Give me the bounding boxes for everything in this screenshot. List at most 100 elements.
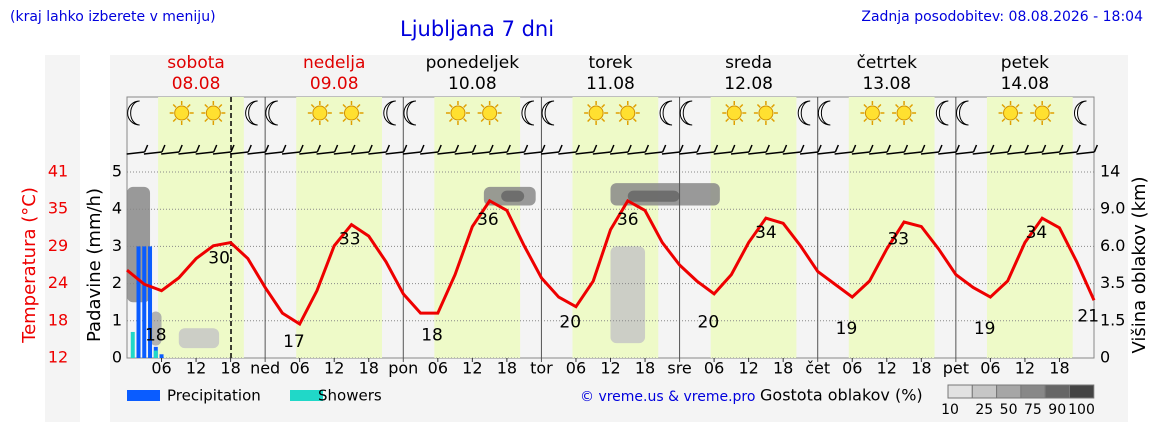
wind-barb [989,151,1009,155]
wind-barb [713,144,719,153]
sun-ray [494,103,499,108]
y2-axis-label: Višina oblakov (km) [1129,176,1150,353]
sun-ray [863,118,868,123]
day-date: 11.08 [586,74,635,94]
wind-barb [351,151,370,155]
wind-barb [920,144,926,153]
day-name: sobota [167,53,225,73]
wind-barb [679,144,684,153]
density-swatch [1020,384,1046,399]
wind-barb [489,151,508,155]
day-name: četrtek [857,53,918,73]
temp-label: 30 [208,249,230,269]
wind-barb [437,144,442,153]
x-tick-label: 18 [359,359,379,378]
legend-swatch [290,390,323,401]
sun-ray [480,103,485,108]
x-tick-label: 06 [428,359,448,378]
sun-ray [494,118,499,123]
sun-ray [186,103,191,108]
wind-barb [610,151,629,155]
wind-barb [817,151,836,155]
x-tick-label: 18 [220,359,240,378]
wind-barb [627,151,646,155]
sun-ray [204,103,209,108]
y-tick-label: 5 [112,162,122,181]
wind-barb [1093,144,1099,153]
daylight [296,97,382,358]
sun-ray [218,103,223,108]
wind-barb [1041,144,1047,153]
temp-label: 34 [755,223,777,243]
cloud [627,190,680,202]
temp-label: 19 [974,319,996,339]
x-tick-label: 18 [497,359,517,378]
temp-tick-label: 24 [48,273,68,292]
density-swatch [947,384,973,399]
wind-barb [731,144,736,153]
wind-barb [1076,151,1095,155]
x-tick-label: 12 [1015,359,1035,378]
wind-barb [230,151,249,155]
wind-barb [506,144,511,153]
wind-barb [213,144,218,153]
daylight [434,97,521,358]
wind-barb [1007,144,1012,153]
wind-barb [730,151,750,155]
wind-barb [972,144,978,153]
sun-ray [895,118,899,123]
temp-label: 33 [339,229,361,249]
sun-ray [739,103,744,108]
x-tick-label: 18 [1049,359,1069,378]
wind-barb [799,151,819,155]
y2-tick-label: 6.0 [1100,236,1125,255]
sun-ray [909,118,914,123]
wind-barb [143,151,162,155]
wind-barb [782,144,788,153]
y2-tick-label: 0 [1100,348,1110,367]
temp-label: 33 [887,229,909,249]
wind-barb [972,151,991,155]
wind-barb [161,151,180,155]
moon-icon [935,100,949,126]
wind-barb [748,144,753,153]
wind-barb [368,144,373,153]
x-tick-label: čet [805,359,830,378]
sun-ray [1047,103,1052,108]
x-tick-label: pon [388,359,418,378]
sun-ray [463,103,467,108]
temp-label: 36 [617,210,639,230]
wind-barb [385,151,404,155]
wind-barb [143,144,149,153]
sun-ray [1047,118,1052,123]
wind-barb [1059,151,1078,155]
sun-ray [324,118,329,123]
wind-barb [661,144,667,153]
temp-label: 18 [145,326,167,346]
wind-barb [126,151,145,155]
sun-icon [588,105,604,121]
moon-icon [817,100,831,126]
day-name: petek [1001,53,1049,73]
x-tick-label: 12 [324,359,344,378]
sun-ray [1033,103,1038,108]
wind-barb [903,151,922,155]
sun-ray [356,118,361,123]
wind-barb [610,144,615,153]
sun-ray [618,103,623,108]
density-tick-label: 100 [1068,402,1095,418]
sun-ray [218,118,223,123]
temp-label: 19 [836,319,858,339]
x-tick-label: 12 [186,359,206,378]
sun-ray [601,103,606,108]
temp-label: 20 [559,313,581,333]
wind-barb [800,144,805,153]
sun-ray [1015,103,1020,108]
wind-barb [247,151,266,155]
sun-ray [771,118,775,123]
x-tick-label: sre [667,359,691,378]
wind-barb [938,144,943,153]
y-tick-label: 4 [112,199,122,218]
sun-icon [205,105,221,121]
credit: © vreme.us & vreme.pro [580,389,755,405]
